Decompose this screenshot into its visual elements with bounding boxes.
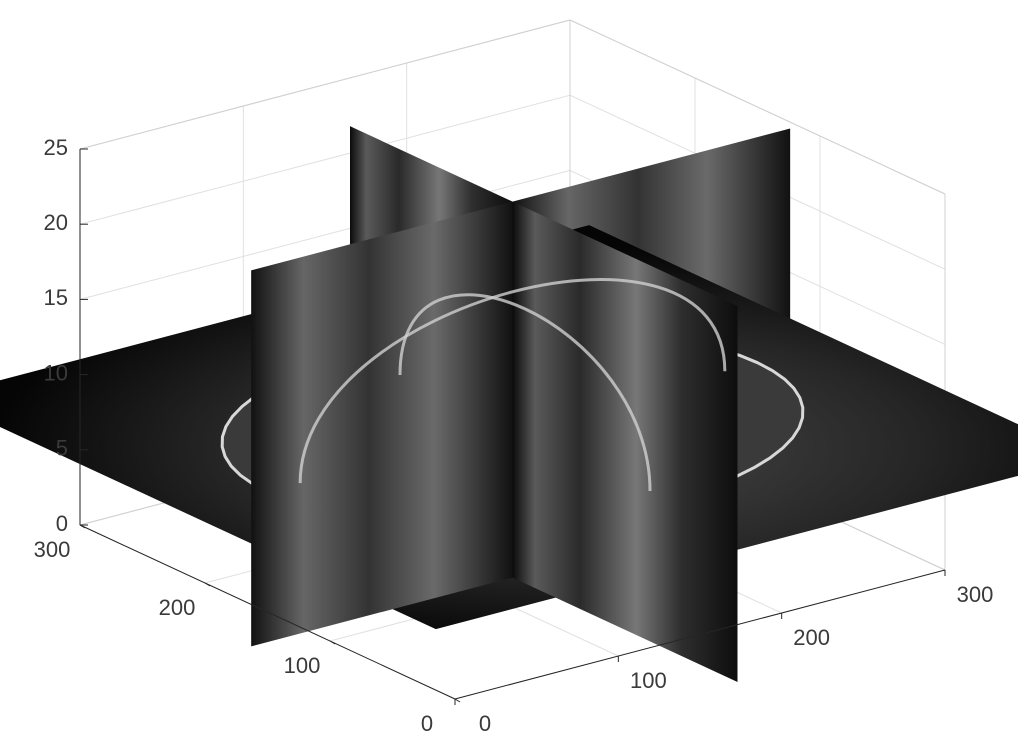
y-tick-mark [329,640,336,645]
y-tick-mark [454,698,461,703]
y-tick-label: 300 [34,537,71,562]
x-tick-label: 300 [957,582,994,607]
gridline-backwall-z [79,94,571,225]
slice-y-front [251,201,513,647]
x-tick-label: 100 [630,668,667,693]
z-tick-label: 25 [44,135,68,160]
y-tick-label: 200 [159,595,196,620]
x-tick-label: 0 [479,711,491,736]
axes-lines [79,148,946,705]
y-tick-label: 100 [284,653,321,678]
slice-x-skull-arc [398,293,652,491]
y-axis-line [79,524,456,700]
z-tick-label: 0 [56,511,68,536]
z-tick-label: 15 [44,285,68,310]
slice-surfaces [0,126,1018,682]
y-tick-mark [204,582,211,587]
slice-x-front [512,201,738,682]
x-axis-line [454,569,946,700]
z-tick-label: 5 [56,436,68,461]
box-edge [79,19,571,150]
x-tick-label: 200 [793,625,830,650]
z-tick-label: 10 [44,360,68,385]
slice-y-skull-arc [298,278,727,484]
z-tick-label: 20 [44,210,68,235]
y-tick-label: 0 [421,711,433,736]
box-edge [569,19,946,195]
